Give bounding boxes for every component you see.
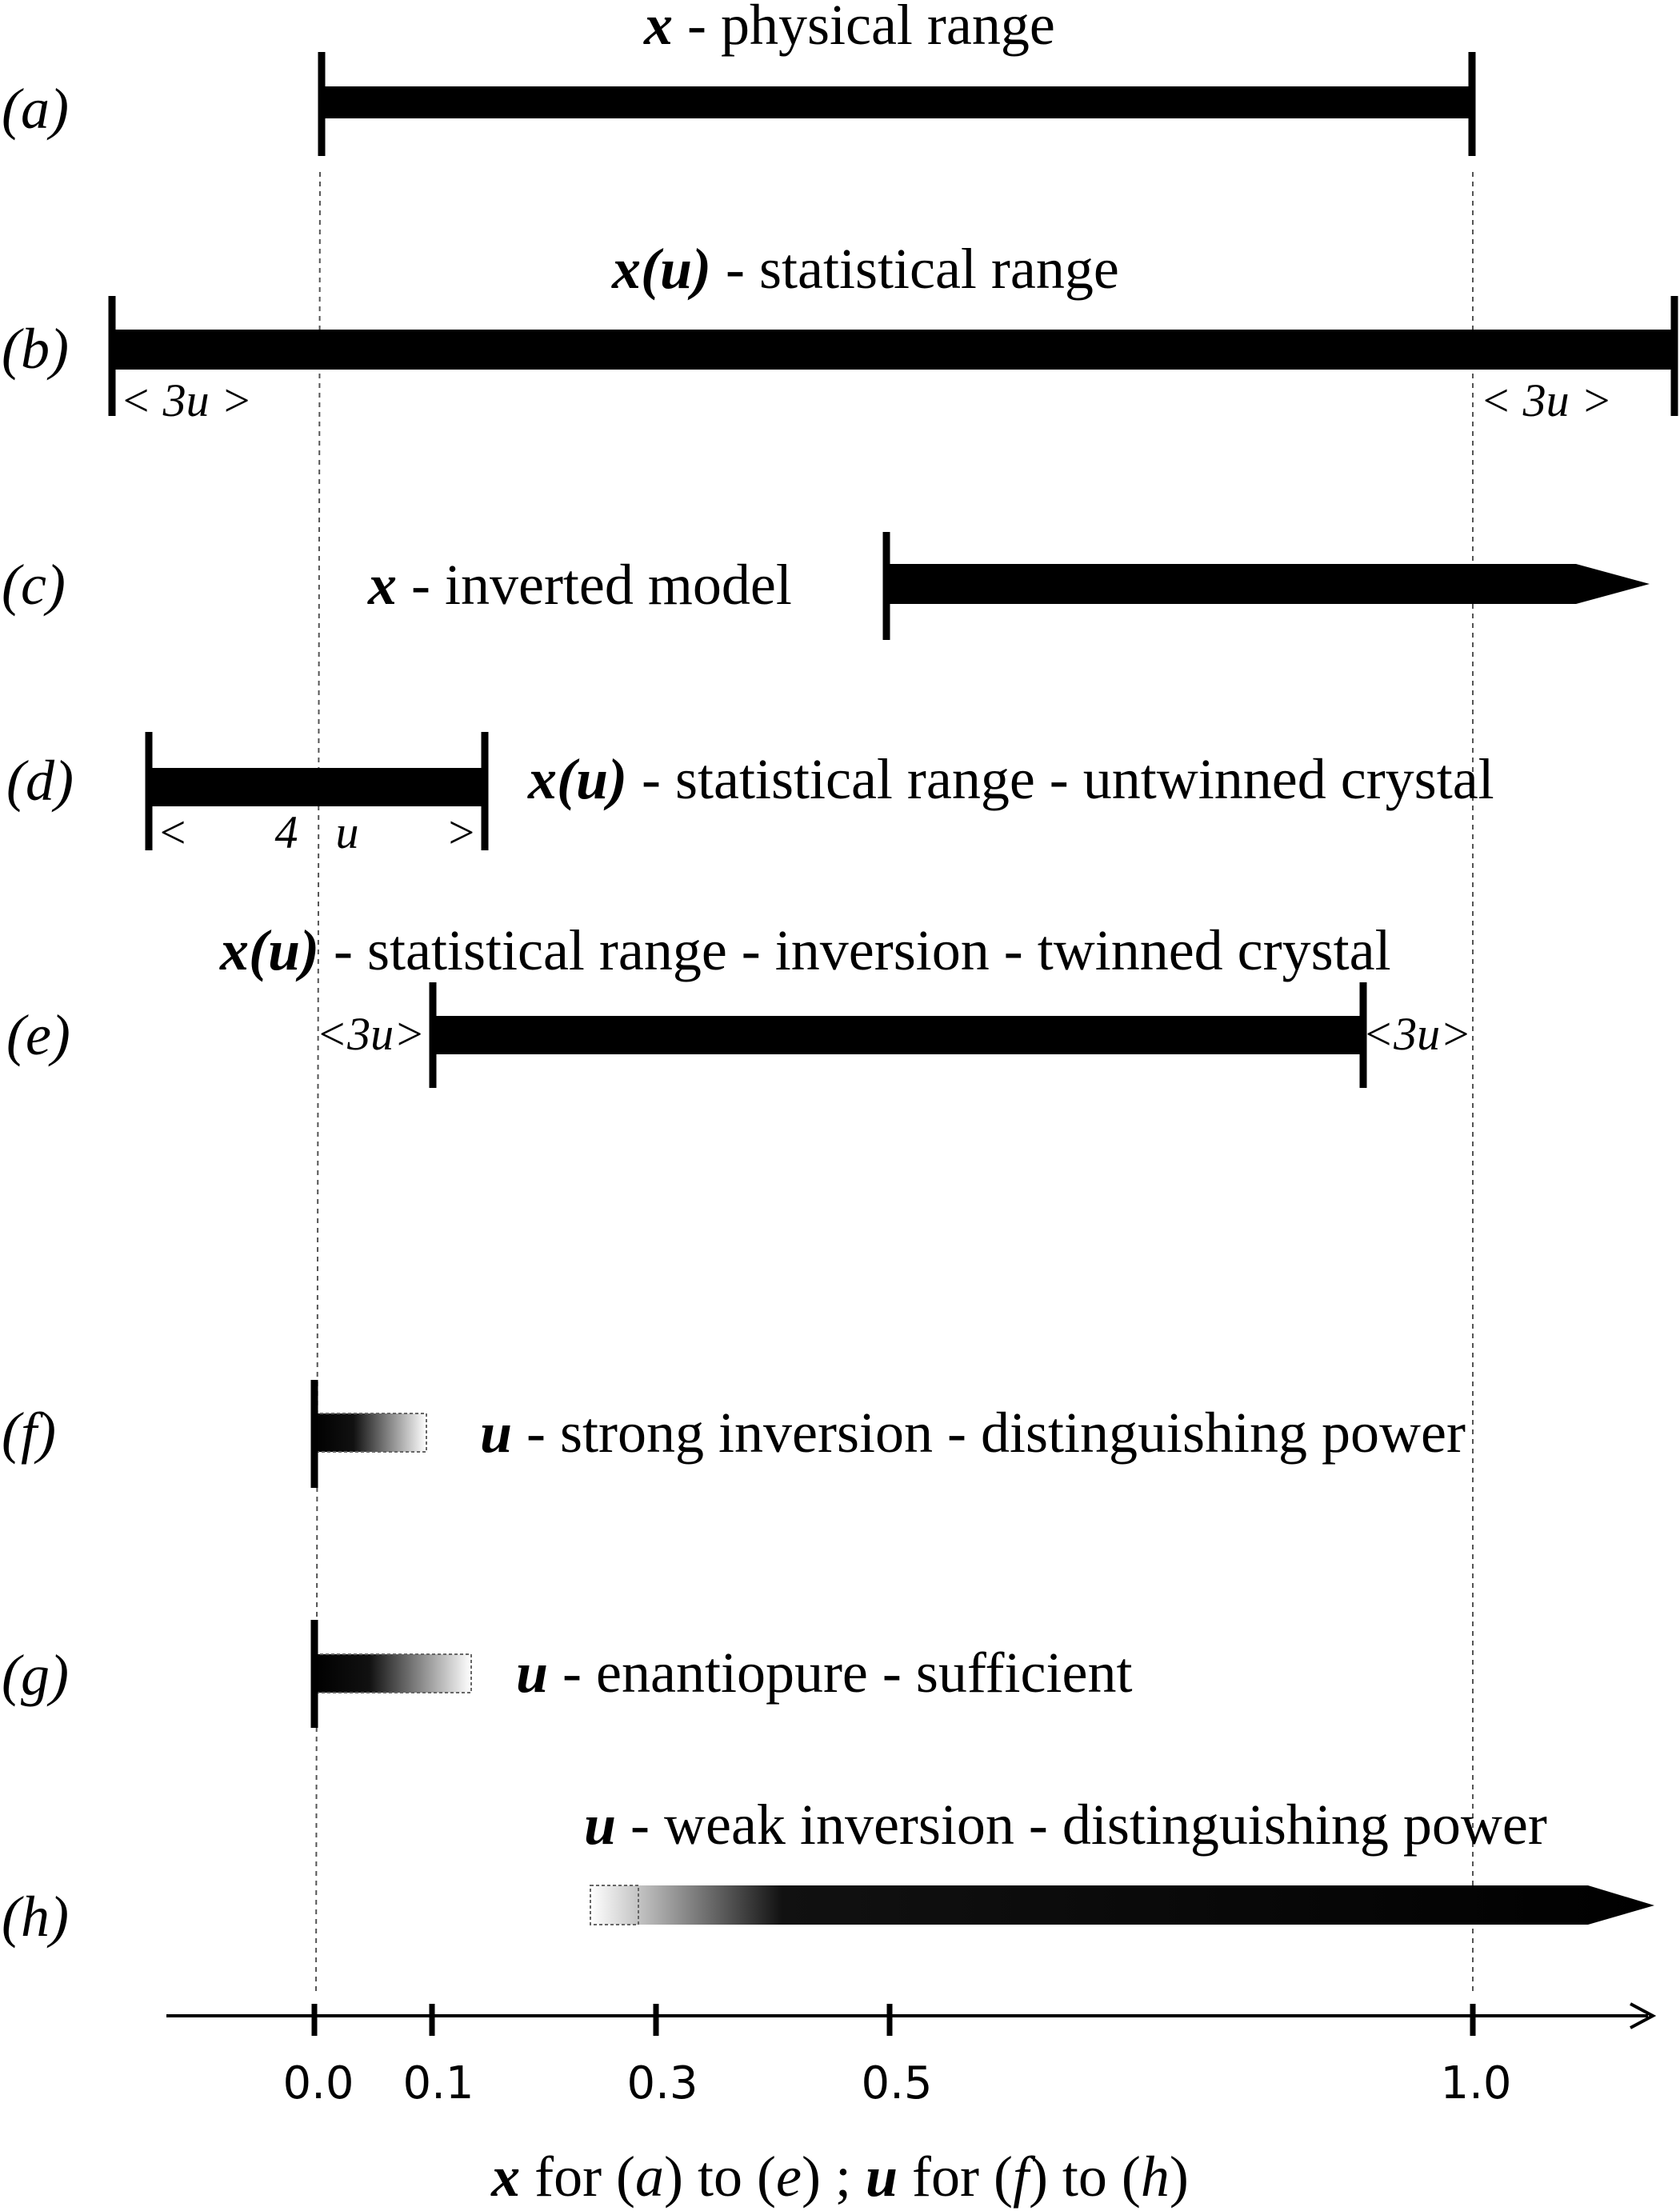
arrow-h [590,1885,1654,1925]
tick-label-0.1: 0.1 [402,2057,474,2109]
bar-a [322,86,1472,118]
row-title-d: x(u) - statistical range - untwinned cry… [527,747,1494,811]
row-title-h: u - weak inversion - distinguishing powe… [584,1793,1547,1857]
interval-b-left: < 3u > [120,374,252,426]
row-label-a: (a) [2,77,69,141]
row-label-e: (e) [6,1003,70,1067]
row-label-c: (c) [2,553,66,617]
arrow-h-tail-outline [590,1885,639,1925]
axis-caption: x for (a) to (e) ; u for (f) to (h) [490,2145,1189,2209]
bar-d [149,768,485,806]
bar-g [314,1654,471,1693]
axis-arrowhead [1630,2002,1657,2029]
interval-d: < 4u > [157,806,477,858]
interval-b-right: < 3u > [1480,374,1612,426]
row-title-g: u - enantiopure - sufficient [516,1641,1132,1705]
interval-e-left: <3u> [316,1008,425,1060]
row-label-f: (f) [2,1401,56,1465]
tick-label-0.5: 0.5 [861,2057,932,2109]
arrow-c [886,564,1650,604]
row-label-b: (b) [2,317,69,381]
interval-e-right: <3u> [1362,1008,1471,1060]
row-label-h: (h) [2,1885,69,1949]
row-title-e: x(u) - statistical range - inversion - t… [219,918,1391,982]
bar-b [112,330,1674,370]
row-title-c: x - inverted model [367,553,792,617]
row-label-g: (g) [2,1643,69,1707]
tick-label-0.0: 0.0 [282,2057,354,2109]
bar-f [314,1413,426,1452]
bar-e [433,1016,1363,1054]
row-title-b: x(u) - statistical range [611,237,1119,301]
tick-label-0.3: 0.3 [626,2057,698,2109]
row-title-a: x - physical range [643,0,1055,57]
tick-label-1.0: 1.0 [1440,2057,1511,2109]
row-title-f: u - strong inversion - distinguishing po… [480,1401,1466,1465]
row-label-d: (d) [6,749,74,813]
